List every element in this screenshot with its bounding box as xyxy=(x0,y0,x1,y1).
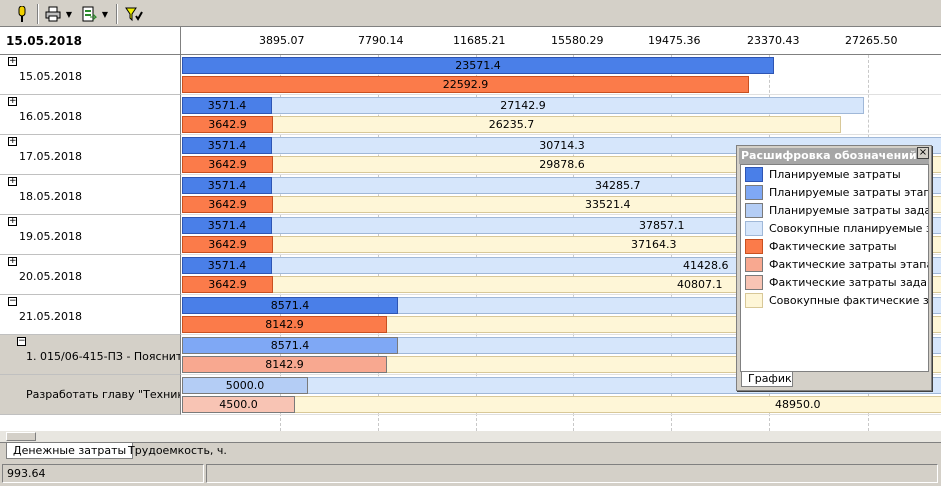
planned-cost-bar: 3571.4 xyxy=(182,97,272,114)
row-label: 1. 015/06-415-ПЗ - Пояснитель xyxy=(26,350,181,363)
export-dropdown-icon[interactable]: ▼ xyxy=(101,9,109,19)
horizontal-scrollbar[interactable] xyxy=(0,431,941,442)
legend-item: Фактические затраты xyxy=(741,238,928,256)
cumulative-actual-bar: 26235.7 xyxy=(182,116,841,133)
legend-list: Планируемые затраты Планируемые затраты … xyxy=(740,164,929,372)
expand-icon[interactable]: + xyxy=(8,216,17,226)
status-value: 993.64 xyxy=(2,464,204,483)
chart-grid: 15.05.2018 3895.07 7790.14 11685.21 1558… xyxy=(0,27,941,431)
row-label: 19.05.2018 xyxy=(19,230,82,243)
legend-item: Совокупные планируемые затраты xyxy=(741,220,928,238)
table-row[interactable]: + 16.05.2018 27142.9 3571.4 26235.7 3642… xyxy=(0,95,941,135)
planned-cost-bar: 3571.4 xyxy=(182,177,272,194)
scale-tick: 3895.07 xyxy=(259,34,305,47)
close-icon[interactable]: × xyxy=(917,147,929,159)
scale-tick: 27265.50 xyxy=(845,34,898,47)
planned-cost-bar: 8571.4 xyxy=(182,297,398,314)
actual-cost-bar: 8142.9 xyxy=(182,316,387,333)
stage-planned-bar: 8571.4 xyxy=(182,337,398,354)
scale-tick: 23370.43 xyxy=(747,34,800,47)
row-label: Разработать главу "Технико-э xyxy=(26,388,180,401)
scale-tick: 7790.14 xyxy=(358,34,404,47)
tab-graph[interactable]: График xyxy=(741,372,793,387)
expand-icon[interactable]: + xyxy=(8,176,17,186)
scale-tick: 15580.29 xyxy=(551,34,604,47)
planned-cost-bar: 3571.4 xyxy=(182,217,272,234)
expand-icon[interactable]: + xyxy=(8,56,17,66)
tab-labor[interactable]: Трудоемкость, ч. xyxy=(128,444,227,457)
cumulative-planned-bar: 27142.9 xyxy=(182,97,864,114)
legend-item: Планируемые затраты xyxy=(741,166,928,184)
expand-icon[interactable]: + xyxy=(8,136,17,146)
toolbar: ▼ ▼ xyxy=(0,0,941,27)
task-planned-bar: 5000.0 xyxy=(182,377,308,394)
collapse-icon[interactable]: − xyxy=(8,296,17,306)
row-label: 15.05.2018 xyxy=(19,70,82,83)
legend-item: Планируемые затраты этапа xyxy=(741,184,928,202)
scale-tick: 11685.21 xyxy=(453,34,506,47)
legend-item: Совокупные фактические затраты xyxy=(741,292,928,310)
cumulative-actual-bar: 48950.0 xyxy=(182,396,941,413)
tab-money-costs[interactable]: Денежные затраты xyxy=(6,443,134,459)
table-row[interactable]: + 15.05.2018 23571.4 22592.9 xyxy=(0,55,941,95)
current-date: 15.05.2018 xyxy=(0,27,181,55)
planned-cost-bar: 23571.4 xyxy=(182,57,774,74)
legend-title: Расшифровка обозначений xyxy=(739,148,929,164)
legend-item: Фактические затраты этапа xyxy=(741,256,928,274)
tool-icon[interactable] xyxy=(12,4,32,24)
actual-cost-bar: 22592.9 xyxy=(182,76,749,93)
legend-item: Планируемые затраты задания xyxy=(741,202,928,220)
actual-cost-bar: 3642.9 xyxy=(182,156,273,173)
actual-cost-bar: 3642.9 xyxy=(182,276,273,293)
legend-item: Фактические затраты задания xyxy=(741,274,928,292)
actual-cost-bar: 3642.9 xyxy=(182,196,273,213)
status-bar: 993.64 xyxy=(0,462,941,486)
filter-icon[interactable] xyxy=(124,4,144,24)
export-icon[interactable] xyxy=(80,4,98,24)
actual-cost-bar: 3642.9 xyxy=(182,236,273,253)
tab-strip: Денежные затраты Трудоемкость, ч. xyxy=(0,442,941,461)
stage-actual-bar: 8142.9 xyxy=(182,356,387,373)
expand-icon[interactable]: + xyxy=(8,256,17,266)
row-label: 20.05.2018 xyxy=(19,270,82,283)
row-label: 18.05.2018 xyxy=(19,190,82,203)
collapse-icon[interactable]: − xyxy=(17,336,26,346)
actual-cost-bar: 3642.9 xyxy=(182,116,273,133)
expand-icon[interactable]: + xyxy=(8,96,17,106)
print-dropdown-icon[interactable]: ▼ xyxy=(65,9,73,19)
row-label: 16.05.2018 xyxy=(19,110,82,123)
row-label: 21.05.2018 xyxy=(19,310,82,323)
planned-cost-bar: 3571.4 xyxy=(182,137,272,154)
legend-panel: Расшифровка обозначений × Планируемые за… xyxy=(736,145,932,391)
status-panel xyxy=(206,464,938,483)
planned-cost-bar: 3571.4 xyxy=(182,257,272,274)
row-label: 17.05.2018 xyxy=(19,150,82,163)
scrollbar-thumb[interactable] xyxy=(6,432,36,441)
scale-tick: 19475.36 xyxy=(648,34,701,47)
print-icon[interactable] xyxy=(44,4,62,24)
task-actual-bar: 4500.0 xyxy=(182,396,295,413)
value-scale: 3895.07 7790.14 11685.21 15580.29 19475.… xyxy=(181,27,941,55)
